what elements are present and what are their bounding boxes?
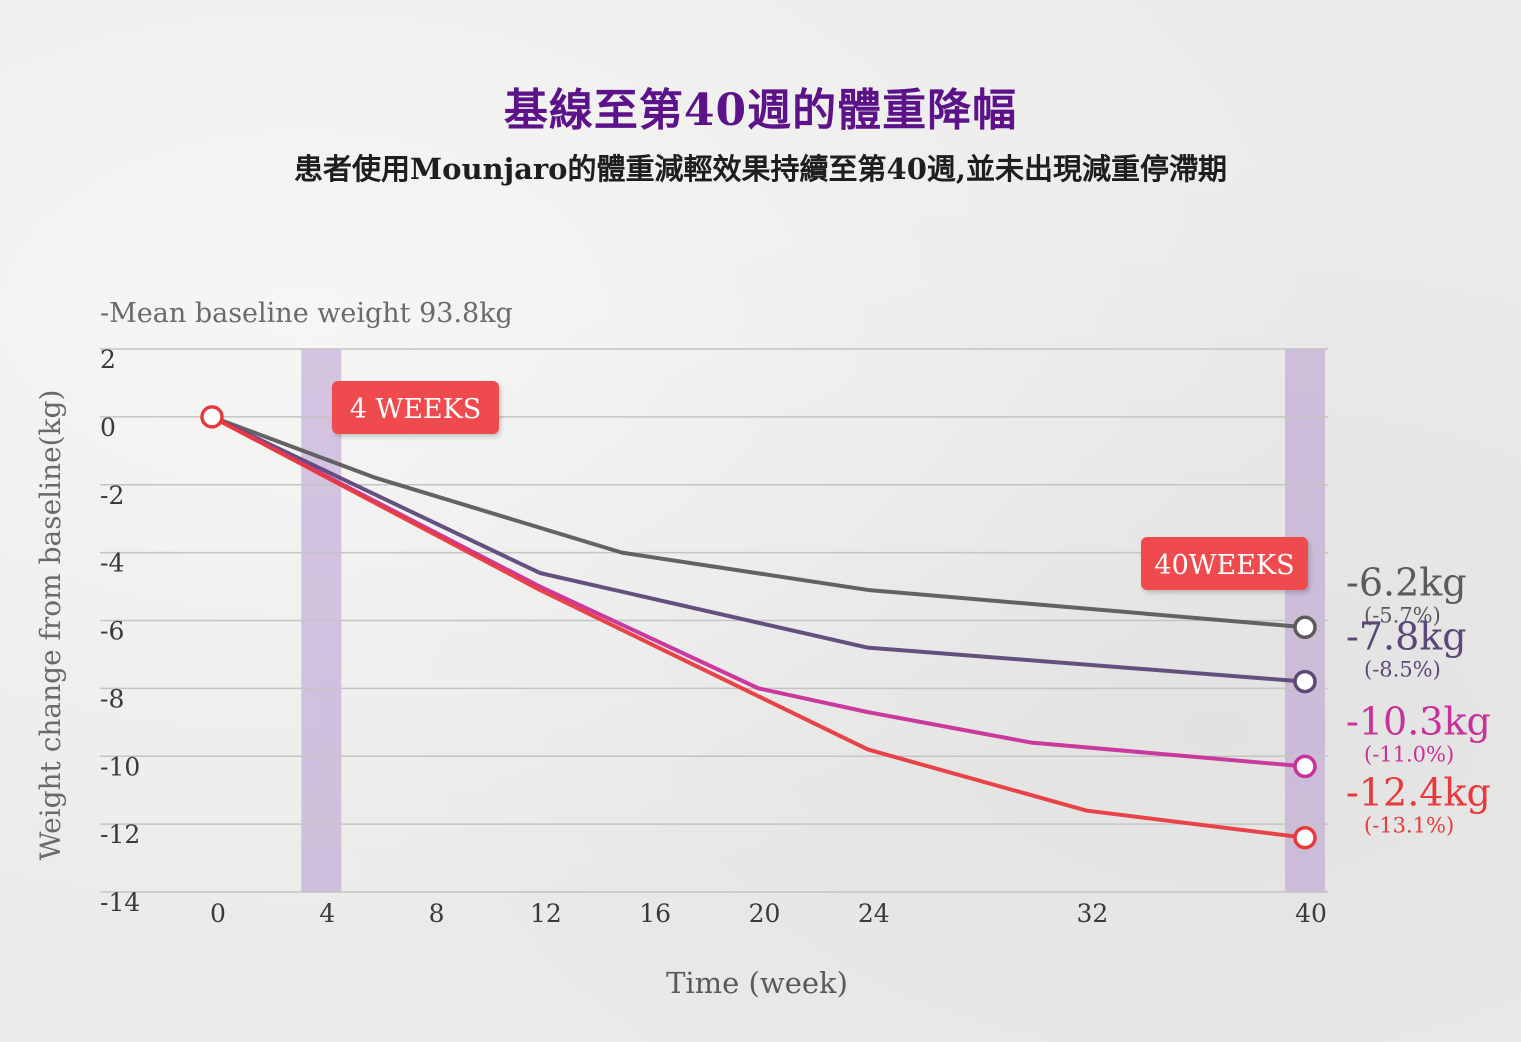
y-tick-label: -6 [100,617,124,646]
badge-bg [1141,537,1308,590]
end-percent-label: (-8.5%) [1364,658,1441,682]
y-tick-label: -4 [100,549,124,578]
x-tick-label: 20 [749,899,781,928]
end-marker-4 [1293,825,1317,850]
end-percent-label: (-11.0%) [1364,742,1454,766]
x-tick-label: 16 [639,899,671,928]
end-value-label: -12.4kg [1346,771,1491,815]
x-tick-label: 8 [429,899,445,928]
week-badge-40: 40WEEKS [1141,537,1308,590]
badge-label: 4 WEEKS [350,394,482,425]
page-title: 基線至第40週的體重降幅 [503,85,1018,136]
y-tick-label: -2 [100,481,124,510]
x-tick-label: 12 [530,899,562,928]
badge-label: 40WEEKS [1154,550,1294,581]
x-tick-label: 4 [319,899,335,928]
baseline-note: -Mean baseline weight 93.8kg [100,298,513,329]
x-axis-label: Time (week) [666,966,848,1000]
y-tick-label: -8 [100,684,124,713]
end-marker-3 [1293,754,1317,779]
series-line-4 [210,414,1307,840]
x-tick-label: 32 [1076,899,1108,928]
start-marker [200,405,224,429]
end-percent-label: (-5.7%) [1364,603,1441,627]
end-value-label: -10.3kg [1346,699,1491,743]
y-tick-label: -10 [100,752,140,781]
y-tick-label: 2 [100,345,116,374]
end-marker-2 [1293,669,1317,694]
week-badge-4: 4 WEEKS [332,381,499,434]
end-value-label: -6.2kg [1346,560,1467,604]
end-percent-label: (-13.1%) [1364,814,1454,838]
y-tick-label: -12 [100,820,140,849]
y-tick-label: -14 [100,888,140,917]
x-tick-label: 24 [858,899,890,928]
y-tick-label: 0 [100,413,116,442]
y-axis-label: Weight change from baseline(kg) [34,390,67,861]
series-line-2 [210,414,1307,684]
end-value-label: -7.8kg [1346,615,1467,659]
x-tick-label: 40 [1295,899,1327,928]
end-marker-1 [1293,615,1317,640]
series-line-1 [210,414,1307,630]
series-line-3 [210,414,1307,769]
page-subtitle: 患者使用Mounjaro的體重減輕效果持續至第40週,並未出現減重停滯期 [294,152,1227,186]
x-tick-label: 0 [210,899,226,928]
badge-bg [332,381,499,434]
